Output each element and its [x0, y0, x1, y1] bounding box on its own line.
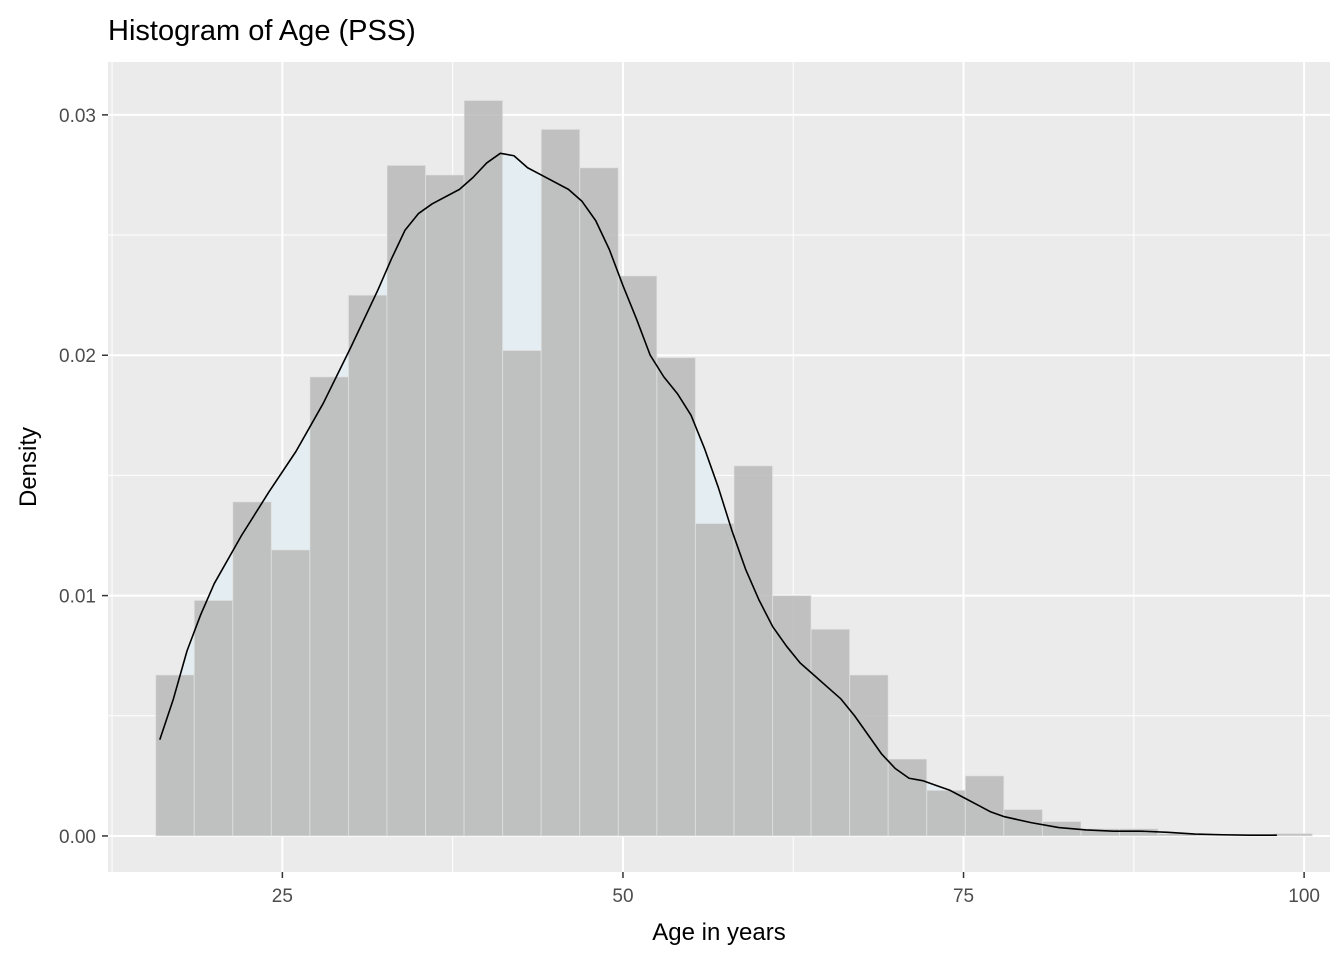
x-tick-label: 50: [612, 886, 633, 907]
histogram-bar: [772, 595, 812, 837]
histogram-bar: [502, 349, 542, 837]
y-tick-label: 0.01: [59, 587, 96, 608]
histogram-bar: [463, 99, 504, 837]
histogram-bar: [656, 357, 696, 837]
histogram-bar: [733, 465, 774, 837]
histogram-bar: [155, 674, 195, 837]
histogram-bar: [926, 789, 966, 837]
y-tick-label: 0.00: [59, 827, 96, 848]
histogram-bar: [540, 128, 581, 837]
density-curve: [159, 152, 1277, 837]
histogram-bar: [193, 599, 234, 837]
histogram-bar: [386, 164, 427, 837]
histogram-bar: [1273, 833, 1313, 837]
y-tick-label: 0.03: [59, 106, 96, 127]
x-tick-label: 25: [272, 886, 293, 907]
histogram-bar: [810, 628, 851, 837]
histogram-bar: [849, 674, 889, 837]
histogram-bar: [617, 275, 658, 837]
histogram-bar: [964, 775, 1005, 837]
histogram-bar: [1003, 809, 1043, 837]
histogram-bar: [694, 522, 735, 837]
chart-title: Histogram of Age (PSS): [108, 15, 416, 47]
x-axis-title: Age in years: [652, 919, 785, 946]
density-line-layer: [159, 152, 1277, 837]
histogram-bar: [425, 174, 465, 837]
histogram-bar: [309, 376, 349, 837]
x-tick-label: 100: [1288, 886, 1320, 907]
y-axis: 0.00 0.01 0.02 0.03: [59, 106, 108, 848]
histogram-bar: [579, 167, 619, 837]
histogram-bar: [232, 501, 272, 837]
y-tick-label: 0.02: [59, 346, 96, 367]
histogram-bar: [347, 294, 388, 837]
y-axis-title: Density: [15, 427, 42, 507]
histogram-bar: [887, 758, 928, 837]
histogram-bar: [270, 549, 311, 837]
x-axis: 25 50 75 100: [272, 872, 1320, 907]
x-tick-label: 75: [953, 886, 974, 907]
histogram-bars: [155, 99, 1313, 837]
